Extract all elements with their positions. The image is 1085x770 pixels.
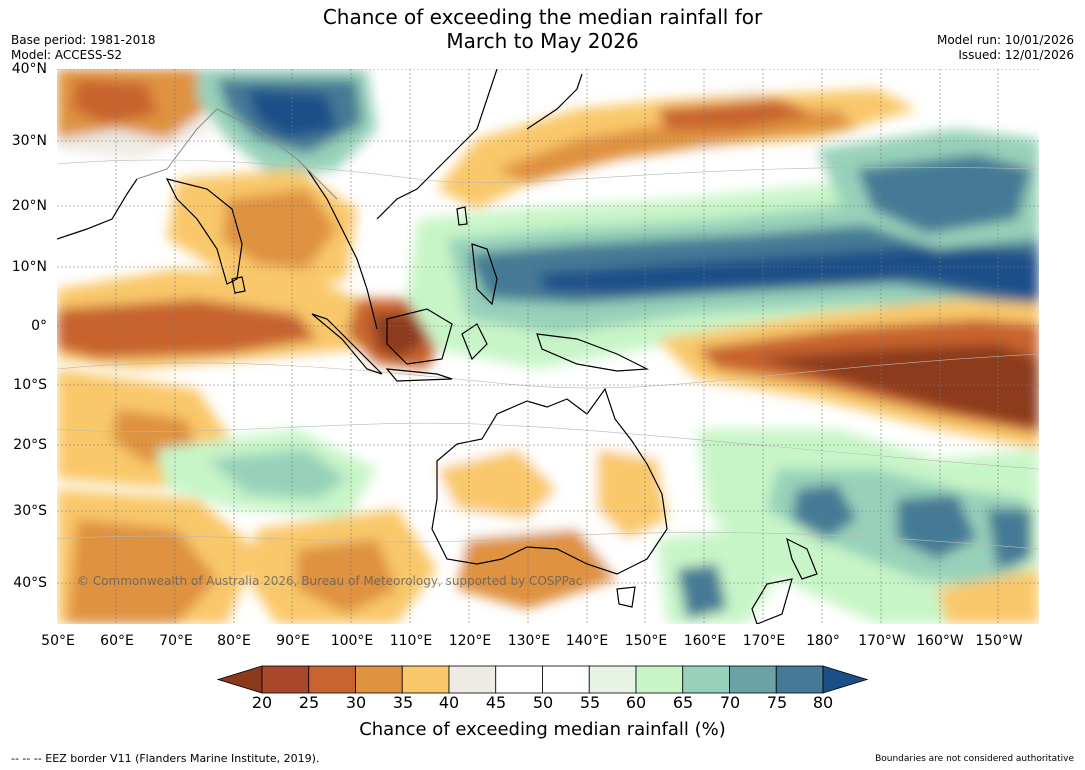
- title-line-2: March to May 2026: [446, 29, 639, 53]
- lon-label-60e: 60°E: [100, 633, 134, 649]
- cbar-tick-55: 55: [579, 693, 601, 712]
- colorbar-segment: [495, 665, 543, 694]
- lat-label-40s: 40°S: [13, 575, 47, 591]
- lat-label-equator: 0°: [31, 318, 47, 334]
- colorbar-segment: [775, 665, 824, 694]
- lat-label-10s: 10°S: [13, 377, 47, 393]
- lon-label-150w: 150°W: [975, 633, 1023, 649]
- map-title: Chance of exceeding the median rainfall …: [0, 5, 1085, 53]
- cbar-tick-60: 60: [625, 693, 647, 712]
- cbar-tick-20: 20: [251, 693, 273, 712]
- country-borders: [136, 108, 338, 200]
- lon-label-160e: 160°E: [683, 633, 727, 649]
- meta-right: Model run: 10/01/2026 Issued: 12/01/2026: [937, 33, 1074, 63]
- colorbar-segment: [729, 665, 777, 694]
- lon-label-110e: 110°E: [389, 633, 433, 649]
- cbar-tick-25: 25: [298, 693, 320, 712]
- cbar-tick-65: 65: [672, 693, 694, 712]
- lon-label-50e: 50°E: [41, 633, 75, 649]
- meta-left: Base period: 1981-2018 Model: ACCESS-S2: [11, 33, 156, 63]
- cbar-tick-30: 30: [345, 693, 367, 712]
- contour-lines: [57, 159, 1039, 550]
- lon-label-100e: 100°E: [330, 633, 374, 649]
- colorbar: [216, 665, 869, 694]
- lat-label-20s: 20°S: [13, 437, 47, 453]
- lon-label-130e: 130°E: [507, 633, 551, 649]
- lon-label-120e: 120°E: [448, 633, 492, 649]
- model-run: Model run: 10/01/2026: [936, 33, 1074, 47]
- colorbar-segment: [308, 665, 356, 694]
- eez-border-note: -- -- -- EEZ border V11 (Flanders Marine…: [11, 752, 320, 765]
- cbar-tick-75: 75: [766, 693, 788, 712]
- lon-label-70e: 70°E: [159, 633, 193, 649]
- cbar-tick-40: 40: [438, 693, 460, 712]
- colorbar-extend-high: [822, 665, 869, 694]
- colorbar-segment: [261, 665, 310, 694]
- colorbar-segment: [635, 665, 684, 694]
- lon-label-160w: 160°W: [916, 633, 964, 649]
- colorbar-extend-low: [216, 665, 263, 694]
- colorbar-title: Chance of exceeding median rainfall (%): [359, 719, 726, 740]
- cbar-tick-35: 35: [392, 693, 414, 712]
- coastlines: [57, 69, 818, 624]
- lon-label-140e: 140°E: [565, 633, 609, 649]
- lat-label-20n: 20°N: [11, 198, 47, 214]
- colorbar-segment: [401, 665, 450, 694]
- cbar-tick-70: 70: [719, 693, 741, 712]
- base-period: Base period: 1981-2018: [11, 33, 156, 47]
- colorbar-segment: [542, 665, 590, 694]
- lat-label-30s: 30°S: [13, 503, 47, 519]
- copyright-notice: © Commonwealth of Australia 2026, Bureau…: [77, 574, 583, 588]
- lat-label-40n: 40°N: [11, 61, 47, 77]
- cbar-tick-50: 50: [532, 693, 554, 712]
- cbar-tick-45: 45: [485, 693, 507, 712]
- issued-date: Issued: 12/01/2026: [958, 48, 1074, 62]
- cbar-tick-80: 80: [812, 693, 834, 712]
- colorbar-segment: [682, 665, 730, 694]
- lon-label-80e: 80°E: [217, 633, 251, 649]
- lat-label-30n: 30°N: [11, 133, 47, 149]
- lon-label-170w: 170°W: [858, 633, 906, 649]
- colorbar-segment: [355, 665, 403, 694]
- colorbar-segment: [448, 665, 497, 694]
- lon-label-180: 180°: [806, 633, 840, 649]
- graticule: [57, 69, 1039, 624]
- rainfall-outlook-map: [57, 69, 1039, 624]
- lon-label-150e: 150°E: [624, 633, 668, 649]
- colorbar-segment: [588, 665, 637, 694]
- lon-label-90e: 90°E: [276, 633, 310, 649]
- title-line-1: Chance of exceeding the median rainfall …: [322, 5, 763, 29]
- lat-label-10n: 10°N: [11, 259, 47, 275]
- boundary-disclaimer: Boundaries are not considered authoritat…: [875, 754, 1074, 764]
- lon-label-170e: 170°E: [742, 633, 786, 649]
- model-name: Model: ACCESS-S2: [11, 48, 123, 62]
